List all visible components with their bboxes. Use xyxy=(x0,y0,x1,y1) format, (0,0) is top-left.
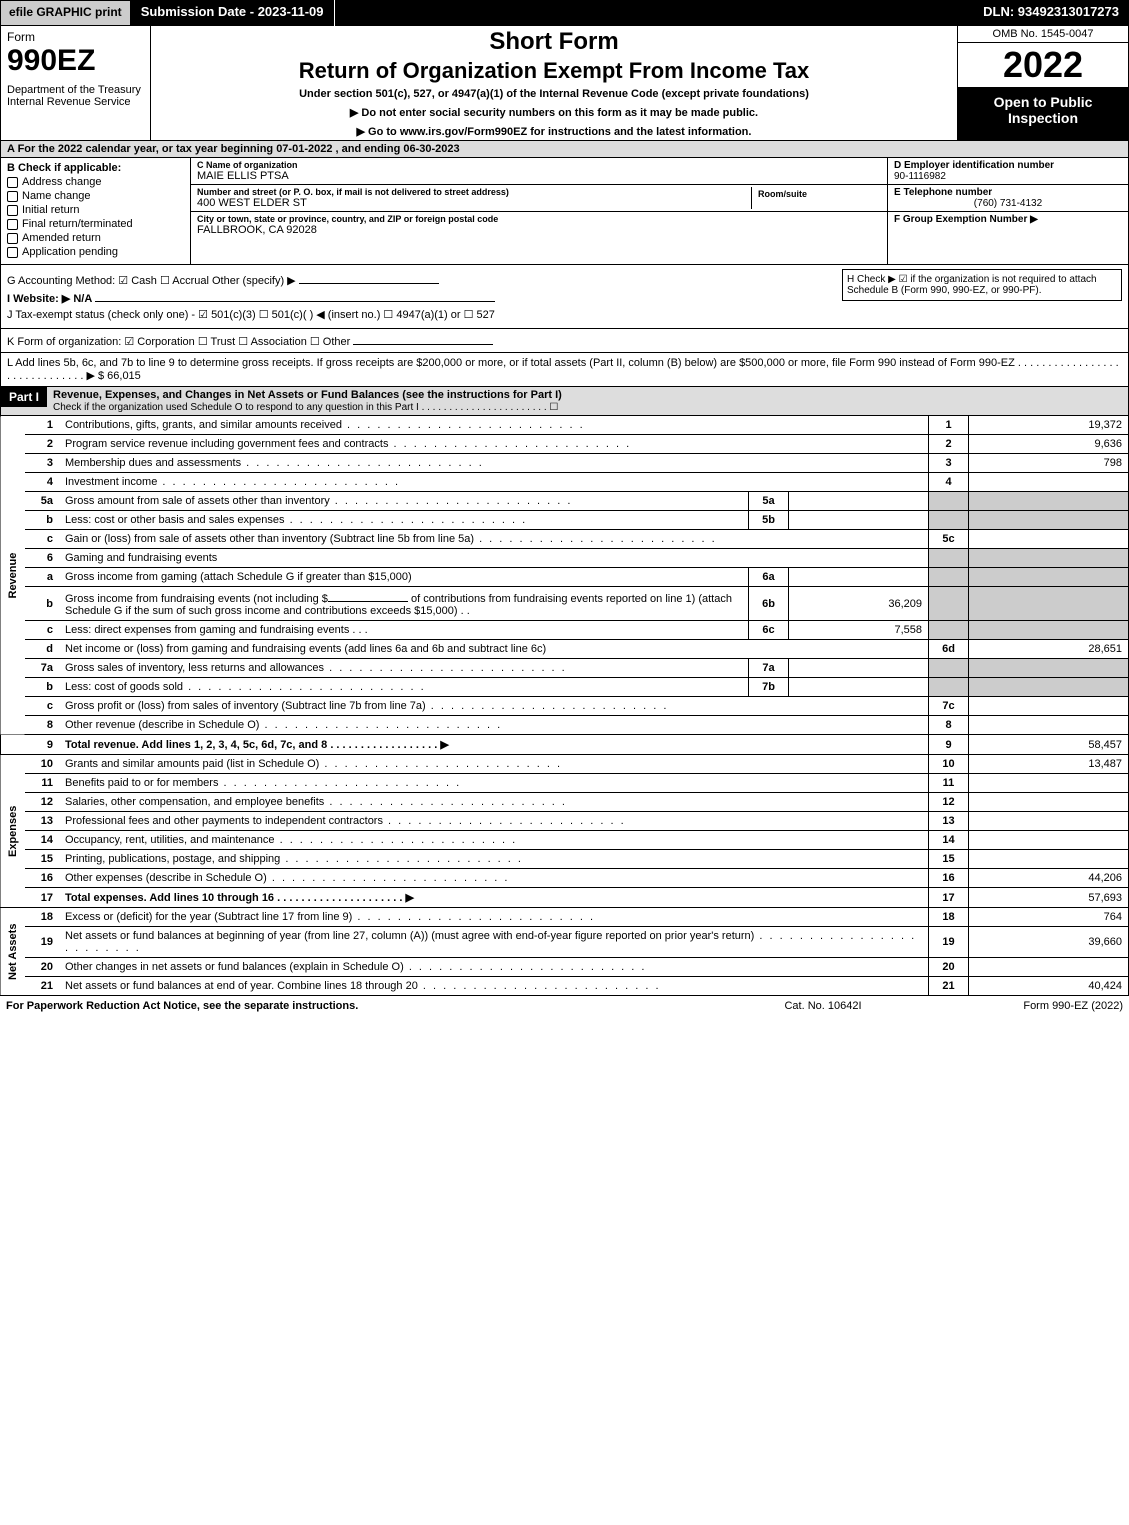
header-mid: Short Form Return of Organization Exempt… xyxy=(151,26,958,140)
line-5b: b Less: cost or other basis and sales ex… xyxy=(1,511,1129,530)
footer: For Paperwork Reduction Act Notice, see … xyxy=(0,996,1129,1016)
line-6d: d Net income or (loss) from gaming and f… xyxy=(1,640,1129,659)
footer-center: Cat. No. 10642I xyxy=(723,1000,923,1012)
line-7a: 7a Gross sales of inventory, less return… xyxy=(1,659,1129,678)
line-3: 3 Membership dues and assessments 3 798 xyxy=(1,454,1129,473)
org-name: MAIE ELLIS PTSA xyxy=(197,170,881,182)
line-4: 4 Investment income 4 xyxy=(1,473,1129,492)
section-ghijkl: H Check ▶ ☑ if the organization is not r… xyxy=(0,265,1129,329)
line-20: 20 Other changes in net assets or fund b… xyxy=(1,958,1129,977)
group-exemption-label: F Group Exemption Number ▶ xyxy=(894,214,1038,225)
dln: DLN: 93492313017273 xyxy=(973,0,1129,26)
chk-application-pending[interactable]: Application pending xyxy=(7,246,184,258)
k-form-org: K Form of organization: ☑ Corporation ☐ … xyxy=(7,336,350,348)
return-title: Return of Organization Exempt From Incom… xyxy=(157,58,951,84)
part1-title: Revenue, Expenses, and Changes in Net As… xyxy=(47,387,1128,415)
room-suite-label: Room/suite xyxy=(751,187,881,209)
k-row: K Form of organization: ☑ Corporation ☐ … xyxy=(0,329,1129,353)
col-def: D Employer identification number 90-1116… xyxy=(888,158,1128,264)
footer-right: Form 990-EZ (2022) xyxy=(923,1000,1123,1012)
topbar: efile GRAPHIC print Submission Date - 20… xyxy=(0,0,1129,26)
no-ssn-line: ▶ Do not enter social security numbers o… xyxy=(157,106,951,119)
l-row: L Add lines 5b, 6c, and 7b to line 9 to … xyxy=(0,353,1129,387)
open-to-public: Open to Public Inspection xyxy=(958,88,1128,140)
line-6: 6 Gaming and fundraising events xyxy=(1,549,1129,568)
sidelabel-netassets: Net Assets xyxy=(1,908,26,996)
phone-value: (760) 731-4132 xyxy=(894,198,1122,209)
chk-name-change[interactable]: Name change xyxy=(7,190,184,202)
section-bcdef: B Check if applicable: Address change Na… xyxy=(0,158,1129,265)
efile-print-button[interactable]: efile GRAPHIC print xyxy=(0,0,131,26)
omb-number: OMB No. 1545-0047 xyxy=(958,26,1128,43)
submission-date: Submission Date - 2023-11-09 xyxy=(131,0,335,26)
chk-address-change[interactable]: Address change xyxy=(7,176,184,188)
h-box: H Check ▶ ☑ if the organization is not r… xyxy=(842,269,1122,301)
part1-label: Part I xyxy=(1,387,47,407)
line-11: 11 Benefits paid to or for members 11 xyxy=(1,774,1129,793)
line-2: 2 Program service revenue including gove… xyxy=(1,435,1129,454)
line-6a: a Gross income from gaming (attach Sched… xyxy=(1,568,1129,587)
line-18: Net Assets 18 Excess or (deficit) for th… xyxy=(1,908,1129,927)
sidelabel-expenses: Expenses xyxy=(1,755,26,908)
topbar-spacer xyxy=(335,0,974,26)
lines-table: Revenue 1 Contributions, gifts, grants, … xyxy=(0,416,1129,996)
addr-label: Number and street (or P. O. box, if mail… xyxy=(197,187,745,197)
line-5c: c Gain or (loss) from sale of assets oth… xyxy=(1,530,1129,549)
col-b-checkboxes: B Check if applicable: Address change Na… xyxy=(1,158,191,264)
form-header: Form 990EZ Department of the Treasury In… xyxy=(0,26,1129,141)
line-21: 21 Net assets or fund balances at end of… xyxy=(1,977,1129,996)
line-16: 16 Other expenses (describe in Schedule … xyxy=(1,869,1129,888)
line-14: 14 Occupancy, rent, utilities, and maint… xyxy=(1,831,1129,850)
department: Department of the Treasury Internal Reve… xyxy=(7,84,144,108)
line-6b: b Gross income from fundraising events (… xyxy=(1,587,1129,621)
org-name-label: C Name of organization xyxy=(197,160,881,170)
b-label: B Check if applicable: xyxy=(7,162,184,174)
sidelabel-revenue: Revenue xyxy=(1,416,26,735)
ein-value: 90-1116982 xyxy=(894,171,1122,182)
line-9: 9 Total revenue. Add lines 1, 2, 3, 4, 5… xyxy=(1,735,1129,755)
org-addr-block: Number and street (or P. O. box, if mail… xyxy=(191,185,887,212)
header-right: OMB No. 1545-0047 2022 Open to Public In… xyxy=(958,26,1128,140)
line-12: 12 Salaries, other compensation, and emp… xyxy=(1,793,1129,812)
line-5a: 5a Gross amount from sale of assets othe… xyxy=(1,492,1129,511)
chk-amended-return[interactable]: Amended return xyxy=(7,232,184,244)
addr-value: 400 WEST ELDER ST xyxy=(197,197,745,209)
city-value: FALLBROOK, CA 92028 xyxy=(197,224,881,236)
chk-final-return[interactable]: Final return/terminated xyxy=(7,218,184,230)
ein-block: D Employer identification number 90-1116… xyxy=(888,158,1128,185)
line-15: 15 Printing, publications, postage, and … xyxy=(1,850,1129,869)
line-7c: c Gross profit or (loss) from sales of i… xyxy=(1,697,1129,716)
line-19: 19 Net assets or fund balances at beginn… xyxy=(1,927,1129,958)
line-17: 17 Total expenses. Add lines 10 through … xyxy=(1,888,1129,908)
line-6c: c Less: direct expenses from gaming and … xyxy=(1,621,1129,640)
line-13: 13 Professional fees and other payments … xyxy=(1,812,1129,831)
line-10: Expenses 10 Grants and similar amounts p… xyxy=(1,755,1129,774)
under-section: Under section 501(c), 527, or 4947(a)(1)… xyxy=(157,88,951,100)
part1-header: Part I Revenue, Expenses, and Changes in… xyxy=(0,387,1129,416)
line-7b: b Less: cost of goods sold 7b xyxy=(1,678,1129,697)
org-city-block: City or town, state or province, country… xyxy=(191,212,887,264)
form-word: Form xyxy=(7,30,144,44)
goto-line: ▶ Go to www.irs.gov/Form990EZ for instru… xyxy=(157,125,951,138)
footer-left: For Paperwork Reduction Act Notice, see … xyxy=(6,1000,723,1012)
line-1: Revenue 1 Contributions, gifts, grants, … xyxy=(1,416,1129,435)
ein-label: D Employer identification number xyxy=(894,160,1122,171)
org-name-block: C Name of organization MAIE ELLIS PTSA xyxy=(191,158,887,185)
phone-label: E Telephone number xyxy=(894,187,1122,198)
group-exemption-block: F Group Exemption Number ▶ xyxy=(888,212,1128,264)
tax-year: 2022 xyxy=(958,43,1128,88)
row-a-tax-year: A For the 2022 calendar year, or tax yea… xyxy=(0,141,1129,158)
form-number: 990EZ xyxy=(7,46,144,76)
phone-block: E Telephone number (760) 731-4132 xyxy=(888,185,1128,212)
city-label: City or town, state or province, country… xyxy=(197,214,881,224)
short-form-title: Short Form xyxy=(157,28,951,56)
col-c-org-info: C Name of organization MAIE ELLIS PTSA N… xyxy=(191,158,888,264)
j-tax-exempt: J Tax-exempt status (check only one) - ☑… xyxy=(7,308,1122,321)
chk-initial-return[interactable]: Initial return xyxy=(7,204,184,216)
header-left: Form 990EZ Department of the Treasury In… xyxy=(1,26,151,140)
line-8: 8 Other revenue (describe in Schedule O)… xyxy=(1,716,1129,735)
